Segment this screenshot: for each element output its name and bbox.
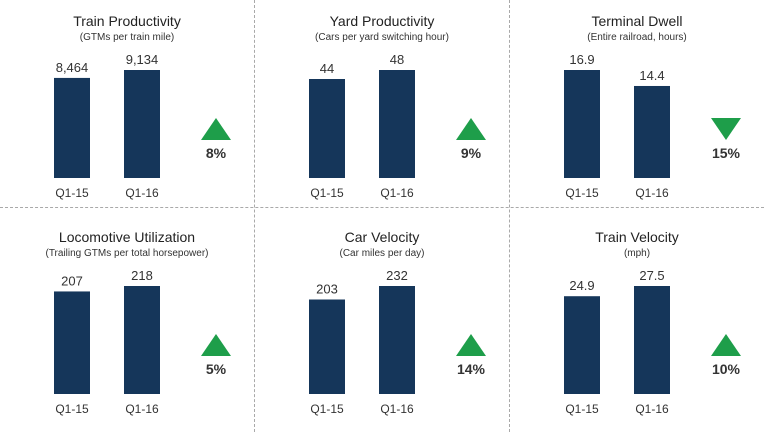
chart-subtitle: (Trailing GTMs per total horsepower) <box>45 248 209 259</box>
up-arrow-icon <box>201 334 231 356</box>
up-arrow-icon <box>201 118 231 140</box>
kpi-panel: Train Productivity (GTMs per train mile) 8… <box>0 0 254 216</box>
bar <box>124 70 160 178</box>
category-label: Q1-15 <box>310 186 344 200</box>
category-label: Q1-15 <box>565 186 599 200</box>
chart-subtitle: (Entire railroad, hours) <box>587 32 687 43</box>
bar <box>309 299 345 394</box>
bar-chart: 44 Q1-15 48 Q1-16 <box>309 52 486 200</box>
category-label: Q1-15 <box>565 402 599 416</box>
bar <box>634 85 670 178</box>
change-percent: 10% <box>711 361 741 377</box>
bar <box>564 296 600 394</box>
bar-chart: 203 Q1-15 232 Q1-16 <box>309 268 486 416</box>
data-label: 14.4 <box>639 68 664 83</box>
kpi-panel: Train Velocity (mph) 24.9 Q1-15 27.5 Q1-16 10% <box>510 216 764 432</box>
bar <box>634 286 670 394</box>
divider-vertical <box>509 0 510 432</box>
change-percent: 9% <box>460 145 482 161</box>
chart-title: Terminal Dwell <box>591 13 683 29</box>
category-label: Q1-16 <box>125 402 159 416</box>
chart-subtitle: (mph) <box>623 248 651 259</box>
data-label: 9,134 <box>126 52 159 67</box>
up-arrow-icon <box>456 334 486 356</box>
change-percent: 14% <box>456 361 486 377</box>
kpi-panel: Terminal Dwell (Entire railroad, hours) 16… <box>510 0 764 216</box>
category-label: Q1-15 <box>55 186 89 200</box>
bar-chart: 24.9 Q1-15 27.5 Q1-16 <box>564 268 741 416</box>
change-percent: 5% <box>205 361 227 377</box>
bar <box>54 291 90 394</box>
data-label: 8,464 <box>56 60 89 75</box>
data-label: 218 <box>131 268 153 283</box>
data-label: 44 <box>320 61 334 76</box>
chart-title: Yard Productivity <box>329 13 435 29</box>
change-percent: 8% <box>205 145 227 161</box>
category-label: Q1-16 <box>380 186 414 200</box>
data-label: 27.5 <box>639 268 664 283</box>
up-arrow-icon <box>456 118 486 140</box>
category-label: Q1-15 <box>55 402 89 416</box>
divider-horizontal <box>0 207 764 208</box>
down-arrow-icon <box>711 118 741 140</box>
data-label: 232 <box>386 268 408 283</box>
chart-title: Car Velocity <box>344 229 420 245</box>
bar <box>309 79 345 178</box>
chart-subtitle: (GTMs per train mile) <box>79 32 175 43</box>
chart-title: Train Velocity <box>595 229 679 245</box>
chart-title: Locomotive Utilization <box>58 229 196 245</box>
divider-vertical <box>254 0 255 432</box>
category-label: Q1-16 <box>125 186 159 200</box>
bar <box>379 70 415 178</box>
category-label: Q1-16 <box>635 402 669 416</box>
bar-chart: 207 Q1-15 218 Q1-16 <box>54 268 231 416</box>
data-label: 207 <box>61 273 83 288</box>
bar-chart: 8,464 Q1-15 9,134 Q1-16 <box>54 52 231 200</box>
change-percent: 15% <box>711 145 741 161</box>
data-label: 203 <box>316 282 338 297</box>
bar <box>124 286 160 394</box>
bar <box>379 286 415 394</box>
bar-chart: 16.9 Q1-15 14.4 Q1-16 <box>564 52 741 200</box>
category-label: Q1-15 <box>310 402 344 416</box>
category-label: Q1-16 <box>380 402 414 416</box>
chart-subtitle: (Cars per yard switching hour) <box>315 32 449 43</box>
kpi-panel: Yard Productivity (Cars per yard switchin… <box>255 0 509 216</box>
data-label: 16.9 <box>569 52 594 67</box>
kpi-panel: Car Velocity (Car miles per day) 203 Q1-15 2… <box>255 216 509 432</box>
category-label: Q1-16 <box>635 186 669 200</box>
chart-title: Train Productivity <box>73 13 181 29</box>
bar <box>564 70 600 178</box>
chart-subtitle: (Car miles per day) <box>339 248 425 259</box>
data-label: 48 <box>390 52 404 67</box>
bar <box>54 77 90 178</box>
data-label: 24.9 <box>569 278 594 293</box>
up-arrow-icon <box>711 334 741 356</box>
kpi-panel: Locomotive Utilization (Trailing GTMs per… <box>0 216 254 432</box>
